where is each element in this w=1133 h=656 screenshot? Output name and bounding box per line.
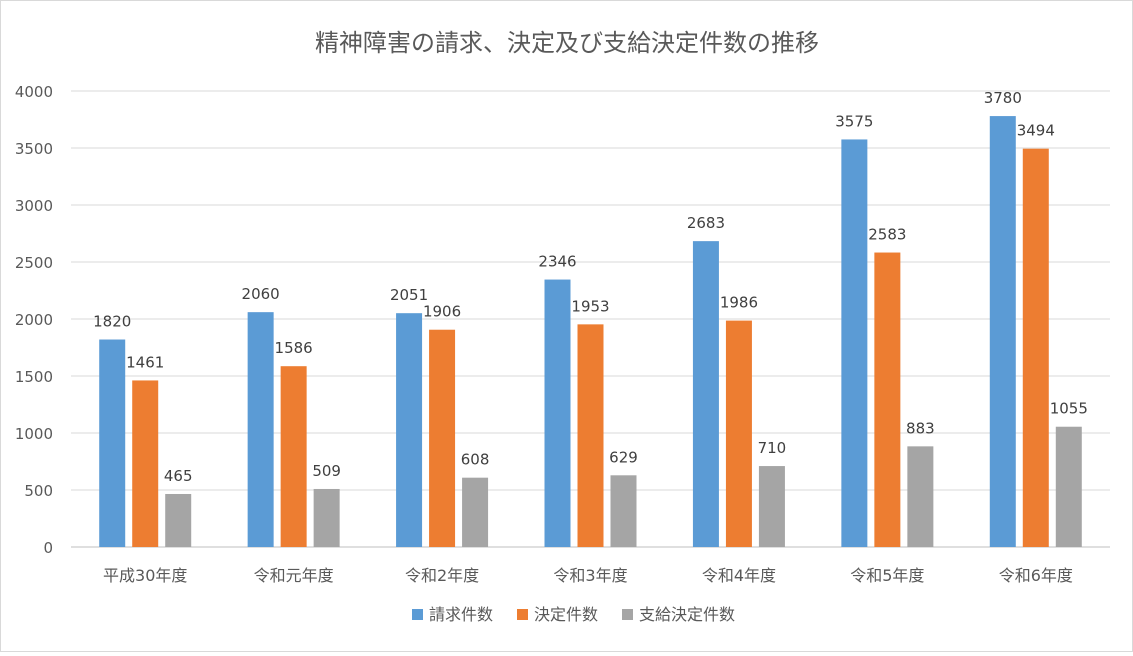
x-tick-label: 令和6年度: [999, 566, 1073, 585]
data-label: 1055: [1050, 400, 1088, 418]
bar: [165, 493, 192, 547]
y-tick-label: 1000: [15, 425, 53, 443]
legend-label: 決定件数: [534, 605, 598, 624]
y-tick-label: 500: [24, 482, 53, 500]
x-tick-label: 平成30年度: [103, 566, 187, 585]
bar: [247, 312, 274, 547]
legend-label: 支給決定件数: [639, 605, 735, 624]
y-tick-label: 3000: [15, 197, 53, 215]
y-tick-label: 3500: [15, 140, 53, 158]
data-label: 2346: [538, 253, 576, 271]
data-label: 1953: [571, 297, 609, 315]
bar: [396, 313, 423, 547]
bar: [577, 324, 604, 547]
data-label: 3575: [835, 112, 873, 130]
x-tick-label: 令和5年度: [850, 566, 924, 585]
data-label: 2051: [390, 286, 428, 304]
bar: [1022, 148, 1049, 547]
data-label: 465: [164, 467, 193, 485]
legend-swatch: [412, 609, 423, 620]
y-tick-label: 1500: [15, 368, 53, 386]
bar: [1055, 426, 1082, 547]
bar: [692, 241, 719, 547]
data-label: 509: [312, 462, 341, 480]
bar: [907, 446, 934, 547]
data-label: 1586: [275, 339, 313, 357]
x-tick-label: 令和2年度: [405, 566, 479, 585]
data-label: 1986: [720, 294, 758, 312]
legend: 請求件数 決定件数 支給決定件数: [412, 605, 735, 624]
data-label: 710: [758, 439, 787, 457]
bar: [462, 477, 489, 547]
y-tick-label: 2000: [15, 311, 53, 329]
x-tick-label: 令和3年度: [553, 566, 627, 585]
bar: [610, 475, 637, 547]
y-tick-label: 4000: [15, 83, 53, 101]
data-label: 3780: [984, 89, 1022, 107]
y-tick-label: 2500: [15, 254, 53, 272]
bar: [725, 320, 752, 547]
bar: [989, 116, 1016, 547]
data-label: 3494: [1017, 122, 1055, 140]
bar: [874, 252, 901, 547]
bar: [99, 339, 126, 547]
data-label: 883: [906, 419, 935, 437]
x-tick-label: 令和4年度: [702, 566, 776, 585]
y-axis: 0 500 1000 1500 2000 2500 3000 3500 4000: [15, 83, 53, 557]
bars: [99, 116, 1082, 547]
data-label: 1820: [93, 313, 131, 331]
gridlines: [71, 90, 1110, 548]
data-label: 2583: [868, 226, 906, 244]
legend-swatch: [517, 609, 528, 620]
bar: [758, 466, 785, 547]
data-label: 2683: [687, 214, 725, 232]
data-label: 608: [461, 451, 490, 469]
data-label: 1906: [423, 303, 461, 321]
bar: [544, 279, 571, 547]
data-label: 1461: [126, 353, 164, 371]
legend-label: 請求件数: [429, 605, 493, 624]
data-label: 2060: [242, 285, 280, 303]
bar: [841, 139, 868, 547]
chart-title: 精神障害の請求、決定及び支給決定件数の推移: [315, 29, 819, 57]
legend-swatch: [622, 609, 633, 620]
x-tick-label: 令和元年度: [254, 566, 334, 585]
x-axis: 平成30年度 令和元年度 令和2年度 令和3年度 令和4年度 令和5年度 令和6年度: [103, 566, 1073, 585]
bar: [313, 488, 340, 547]
y-tick-label: 0: [43, 539, 53, 557]
bar: [429, 329, 456, 547]
bar: [280, 366, 307, 547]
data-label: 629: [609, 448, 638, 466]
bar: [132, 380, 159, 547]
